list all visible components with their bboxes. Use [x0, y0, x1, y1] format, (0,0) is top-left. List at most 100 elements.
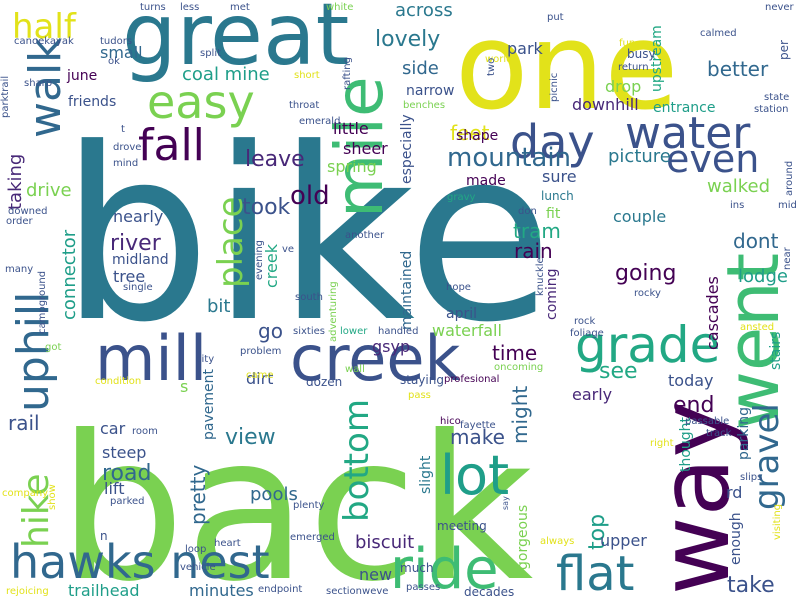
word-midland: midland: [112, 252, 169, 268]
word-upstream: upstream: [649, 25, 665, 92]
word-meeting: meeting: [437, 519, 487, 533]
word-old: old: [290, 181, 330, 211]
word-got: got: [45, 342, 61, 353]
word-back: back: [58, 393, 533, 600]
word-dont: dont: [733, 229, 779, 253]
word-benches: benches: [403, 100, 445, 111]
word-pass: pass: [408, 390, 431, 401]
word-fun: fun: [619, 38, 635, 49]
word-don: don: [518, 206, 537, 217]
word-pavement: pavement: [201, 369, 217, 440]
word-foliage: foliage: [570, 328, 604, 339]
word-taking: taking: [5, 154, 26, 210]
word-april: april: [446, 306, 477, 322]
word-narrow: narrow: [406, 83, 454, 99]
word-time: time: [492, 341, 537, 365]
word-fayette: fayette: [460, 420, 496, 431]
word-rejoicing: rejoicing: [6, 586, 49, 597]
word-grade: grade: [575, 316, 720, 374]
word-calmed: calmed: [700, 28, 737, 39]
word-endpoint: endpoint: [258, 584, 302, 595]
word-bit: bit: [207, 296, 230, 317]
word-less: less: [180, 2, 199, 13]
word-per: per: [777, 40, 791, 60]
word-throat: throat: [289, 100, 319, 111]
word-around: around: [784, 161, 795, 196]
word-sure: sure: [542, 167, 577, 186]
word-biscuit: biscuit: [355, 532, 414, 553]
word-cascades: cascades: [703, 276, 722, 350]
word-near: near: [782, 246, 793, 270]
word-going: going: [615, 261, 676, 286]
word-heart: heart: [214, 538, 241, 549]
word-park: park: [507, 39, 544, 58]
word-white: white: [326, 2, 353, 13]
word-uphill: uphill: [8, 292, 59, 412]
word-mile: mile: [321, 76, 398, 218]
word-walked: walked: [707, 176, 770, 197]
word-lower: lower: [340, 326, 368, 337]
word-trailhead: trailhead: [68, 581, 140, 600]
word-ve: ve: [282, 244, 294, 255]
word-gravel: gravel: [747, 403, 787, 510]
word-rail: rail: [8, 411, 40, 435]
word-drive: drive: [26, 180, 72, 201]
word-sharp: sharp: [24, 78, 52, 89]
word-sixties: sixties: [293, 326, 325, 337]
word-order: order: [6, 216, 34, 227]
word-gorgeous: gorgeous: [515, 505, 531, 570]
word-city: city: [196, 354, 214, 365]
word-problem: problem: [240, 346, 281, 357]
word-passes: passes: [406, 582, 440, 593]
word-rain: rain: [514, 239, 553, 263]
word-hico: hico: [440, 416, 461, 427]
word-enough: enough: [728, 512, 744, 565]
word-tree: tree: [113, 267, 145, 286]
word-canoekayak: canoekayak: [14, 36, 74, 47]
word-downhill: downhill: [572, 95, 639, 114]
word-coming: coming: [544, 268, 560, 320]
word-pools: pools: [250, 484, 298, 505]
word-flat: flat: [556, 546, 634, 600]
word-top: top: [585, 514, 610, 550]
word-maintained: maintained: [399, 251, 415, 330]
word-tram: tram: [513, 219, 561, 243]
word-couple: couple: [613, 207, 666, 226]
word-slips: slips: [740, 472, 762, 483]
word-came: came: [246, 370, 274, 381]
word-went: went: [711, 253, 795, 430]
word-lot: lot: [440, 444, 509, 507]
word-rocky: rocky: [634, 288, 661, 299]
word-walk-small: small: [100, 43, 143, 62]
word-half: half: [12, 7, 77, 47]
word-hike: hike: [16, 473, 57, 548]
word-never: never: [765, 2, 795, 13]
word-show: show: [47, 484, 58, 510]
word-creek: creek: [290, 322, 461, 395]
word-make: make: [450, 425, 505, 449]
word-turns: turns: [140, 2, 166, 13]
word-early: early: [572, 385, 612, 404]
word-gravy: gravy: [447, 192, 476, 203]
word-decades: decades: [464, 585, 514, 599]
word-new: new: [359, 565, 392, 584]
word-loop: loop: [185, 544, 206, 555]
word-put: put: [547, 12, 564, 23]
word-friends: friends: [68, 94, 116, 110]
word-especially: especially: [399, 114, 415, 184]
word-coal-mine: coal mine: [182, 64, 270, 85]
word-even: even: [666, 137, 759, 181]
word-hope: hope: [446, 282, 471, 293]
word-sectionweve: sectionweve: [326, 586, 388, 597]
word-parktrail: parktrail: [0, 76, 11, 118]
word-condition: condition: [95, 376, 141, 387]
word-bottom: bottom: [337, 399, 377, 522]
word-nearly: nearly: [113, 207, 163, 226]
word-spring: spring: [327, 157, 377, 176]
word-car: car: [100, 419, 126, 438]
word-dozen: dozen: [306, 375, 342, 389]
word-end: end: [673, 393, 714, 418]
word-drove: drove: [113, 142, 141, 153]
word-met: met: [230, 2, 250, 13]
